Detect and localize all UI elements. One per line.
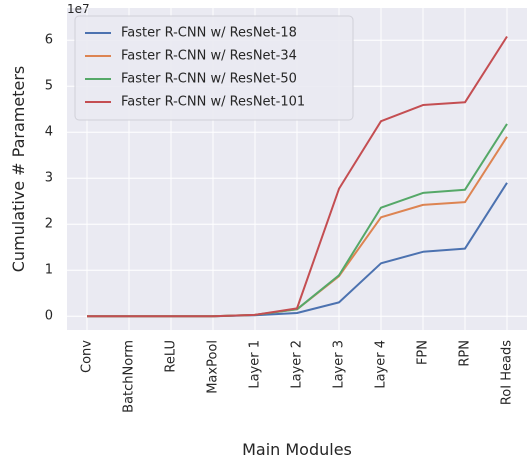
legend-label: Faster R-CNN w/ ResNet-18 — [121, 26, 297, 41]
y-tick-label: 5 — [45, 79, 53, 94]
x-tick-label: MaxPool — [206, 340, 221, 394]
y-tick-label: 3 — [45, 171, 53, 186]
y-tick-label: 0 — [45, 309, 53, 324]
y-tick-label: 2 — [45, 217, 53, 232]
x-tick-label: Layer 4 — [374, 340, 389, 389]
x-tick-label: Layer 1 — [248, 340, 263, 389]
x-tick-label: RPN — [458, 340, 473, 367]
y-tick-label: 1 — [45, 263, 53, 278]
x-tick-label: ReLU — [164, 340, 179, 373]
legend-label: Faster R-CNN w/ ResNet-50 — [121, 72, 297, 87]
x-tick-label: BatchNorm — [122, 340, 137, 413]
x-tick-label: RoI Heads — [500, 340, 515, 405]
y-offset-label: 1e7 — [67, 2, 90, 16]
legend-label: Faster R-CNN w/ ResNet-101 — [121, 95, 305, 110]
x-tick-label: Conv — [80, 340, 95, 373]
legend-label: Faster R-CNN w/ ResNet-34 — [121, 49, 297, 64]
x-tick-label: FPN — [416, 340, 431, 365]
y-axis-label: Cumulative # Parameters — [9, 66, 28, 272]
series-line — [87, 35, 508, 318]
y-tick-label: 4 — [45, 125, 53, 140]
legend-box — [74, 15, 354, 121]
x-tick-label: Layer 2 — [290, 340, 305, 389]
x-axis-label: Main Modules — [242, 440, 352, 459]
y-tick-label: 6 — [45, 33, 53, 48]
x-tick-label: Layer 3 — [332, 340, 347, 389]
